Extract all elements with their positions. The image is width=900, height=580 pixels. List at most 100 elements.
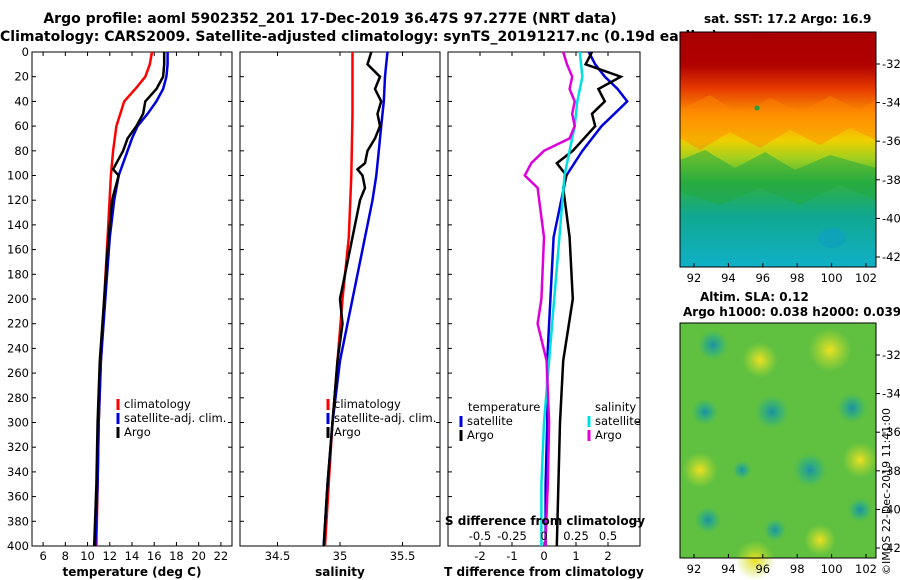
y-tick-label: 280	[7, 391, 29, 405]
legend-label: climatology	[124, 397, 191, 411]
x-tick-label: 1	[572, 549, 579, 563]
y-tick-label: 300	[7, 416, 29, 430]
x-tick-label: 22	[214, 549, 229, 563]
series-line-s-argo	[523, 51, 577, 547]
map-y-tick-label: -32	[882, 348, 900, 362]
map-y-tick-label: -42	[882, 250, 900, 264]
map-x-tick-label: 102	[855, 562, 877, 576]
y-tick-label: 100	[7, 169, 29, 183]
map-y-tick-label: -42	[882, 541, 900, 555]
y-tick-label: 180	[7, 267, 29, 281]
sla-map: 92 94 96 98 100 102 -32 -34 -36 -38 -40 -42	[679, 322, 900, 580]
argo-float-marker	[754, 105, 760, 111]
legend-title-salinity: salinity	[595, 400, 636, 414]
x-tick-label: 6	[39, 549, 46, 563]
x-axis-label: T difference from climatology	[444, 565, 644, 579]
x-axis-label: temperature (deg C)	[63, 565, 202, 579]
x-tick-label: 10	[80, 549, 95, 563]
y-tick-label: 0	[22, 45, 29, 59]
series-line-satellite-adj-clim-	[322, 51, 389, 547]
legend-label: satellite-adj. clim.	[334, 411, 436, 425]
sla-high-patch	[842, 442, 878, 478]
y-tick-label: 140	[7, 218, 29, 232]
x-tick-label: 34.5	[265, 549, 291, 563]
x-tick-label: 18	[169, 549, 184, 563]
x-axis-label: salinity	[315, 565, 365, 579]
sst-map: 92 94 96 98 100 102 -32 -34 -36 -38 -40 -42	[679, 31, 900, 285]
s-tick-label: 0.25	[563, 529, 589, 543]
map-y-tick-label: -38	[882, 173, 900, 187]
x-tick-label: 16	[147, 549, 162, 563]
series-line-t-argo	[555, 51, 624, 547]
y-tick-label: 220	[7, 317, 29, 331]
y-tick-label: 320	[7, 440, 29, 454]
map-y-tick-label: -40	[882, 502, 900, 516]
map-y-tick-label: -36	[882, 134, 900, 148]
map-y-tick-label: -36	[882, 425, 900, 439]
x-tick-label: -2	[474, 549, 485, 563]
y-tick-label: 20	[14, 70, 29, 84]
sst-map-title: sat. SST: 17.2 Argo: 16.9	[704, 12, 872, 26]
sst-map-image	[680, 32, 876, 267]
y-tick-label: 380	[7, 514, 29, 528]
series-line-s-satellite	[540, 51, 584, 546]
map-x-tick-label: 94	[721, 271, 736, 285]
x-tick-label: -1	[506, 549, 517, 563]
sla-map-subtitle: Argo h1000: 0.038 h2000: 0.039	[683, 305, 900, 319]
map-y-tick-label: -40	[882, 211, 900, 225]
legend-label: Argo	[467, 428, 494, 442]
sla-low-patch	[691, 398, 719, 426]
sla-low-patch	[847, 497, 873, 523]
sla-high-patch	[808, 328, 852, 372]
s-tick-label: 0	[540, 529, 547, 543]
x-tick-label: 2	[604, 549, 611, 563]
panel-temperature: 0 20 40 60 80 100 120 140 160 180 200 220 240 260 280 3…	[7, 45, 233, 579]
y-tick-label: 240	[7, 341, 29, 355]
y-tick-label: 400	[7, 539, 29, 553]
chart-title-line1: Argo profile: aoml 5902352_201 17-Dec-20…	[43, 11, 617, 27]
map-x-tick-label: 96	[755, 562, 770, 576]
y-tick-label: 160	[7, 243, 29, 257]
y-tick-label: 80	[14, 144, 29, 158]
profile-panels: 0204060801001201401601802002202402602803…	[7, 45, 645, 579]
y-tick-label: 120	[7, 193, 29, 207]
legend-label: Argo	[595, 428, 622, 442]
panel-frame	[447, 51, 641, 547]
panel-frame	[31, 51, 233, 547]
legend-label: satellite-adj. clim.	[124, 411, 226, 425]
sla-high-patch	[735, 540, 775, 580]
s-axis-label: S difference from climatology	[445, 514, 645, 528]
y-tick-label: 60	[14, 119, 29, 133]
s-tick-label: -0.25	[497, 529, 527, 543]
sla-map-axes: 92 94 96 98 100 102 -32 -34 -36 -38 -40 -42	[687, 348, 900, 576]
legend-label: satellite	[467, 414, 513, 428]
x-tick-label: 0	[540, 549, 547, 563]
x-tick-label: 14	[125, 549, 140, 563]
sla-map-title: Altim. SLA: 0.12	[700, 290, 809, 304]
x-tick-label: 35.5	[390, 549, 416, 563]
map-x-tick-label: 98	[790, 271, 805, 285]
legend-label: satellite	[595, 414, 641, 428]
sst-cool-patch	[818, 228, 846, 248]
s-tick-label: -0.5	[469, 529, 491, 543]
x-tick-label: 20	[191, 549, 206, 563]
map-y-tick-label: -34	[882, 96, 900, 110]
map-x-tick-label: 102	[855, 271, 877, 285]
map-y-tick-label: -32	[882, 57, 900, 71]
legend-label: Argo	[124, 425, 151, 439]
map-x-tick-label: 94	[721, 562, 736, 576]
map-x-tick-label: 98	[790, 562, 805, 576]
sla-low-patch	[697, 329, 729, 361]
map-x-tick-label: 92	[687, 562, 702, 576]
legend-label: Argo	[334, 425, 361, 439]
map-x-tick-label: 96	[755, 271, 770, 285]
sla-low-patch	[836, 392, 868, 424]
sla-high-patch	[804, 524, 836, 556]
sst-front-band	[680, 95, 876, 150]
sla-low-patch	[763, 518, 787, 542]
sst-green-band	[680, 150, 876, 205]
panel-salinity: 34.5 35 35.5 salinity climatologysatellite-a…	[239, 51, 441, 579]
map-y-tick-label: -34	[882, 387, 900, 401]
series-line-satellite-adj-clim-	[94, 52, 169, 547]
